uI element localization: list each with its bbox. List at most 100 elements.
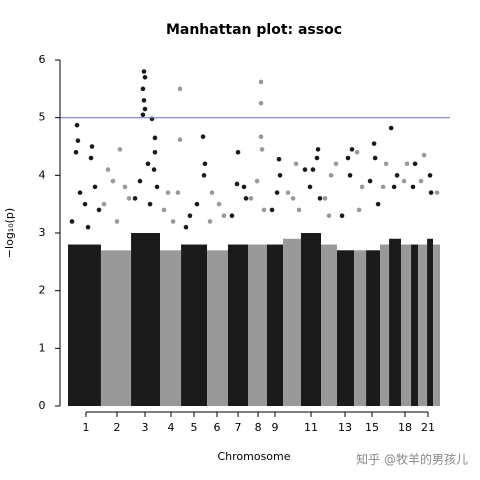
dense-region xyxy=(418,244,428,406)
point xyxy=(77,190,83,195)
dense-region xyxy=(427,238,434,406)
point xyxy=(187,213,193,218)
point xyxy=(114,219,120,224)
dense-region xyxy=(354,250,367,406)
dense-region xyxy=(300,233,321,406)
x-tick-label: 15 xyxy=(365,421,379,434)
point xyxy=(69,219,75,224)
dense-region xyxy=(68,244,101,406)
point xyxy=(177,137,183,142)
x-tick-label: 21 xyxy=(421,421,435,434)
point xyxy=(277,173,283,178)
dense-region xyxy=(283,238,301,406)
watermark: 知乎 @牧羊的男孩儿 xyxy=(356,452,468,467)
point xyxy=(375,201,381,207)
x-tick-label: 18 xyxy=(398,421,412,434)
point xyxy=(359,184,365,190)
y-tick-label: 0 xyxy=(39,399,46,412)
x-tick-label: 4 xyxy=(167,421,174,434)
point xyxy=(258,100,264,106)
dense-region xyxy=(227,244,248,406)
x-tick-label: 1 xyxy=(82,421,89,434)
point xyxy=(221,213,227,218)
dense-region xyxy=(411,244,419,406)
point xyxy=(177,86,183,92)
dense-region xyxy=(181,244,208,406)
point xyxy=(140,86,146,92)
x-tick-label: 3 xyxy=(142,421,149,434)
point xyxy=(290,196,296,201)
point xyxy=(302,167,308,172)
point xyxy=(285,190,291,195)
dense-region xyxy=(266,244,284,406)
point xyxy=(328,173,334,178)
dense-region xyxy=(247,244,267,406)
dense-region xyxy=(320,244,338,406)
point xyxy=(142,106,148,112)
x-tick-label: 7 xyxy=(235,421,242,434)
point xyxy=(201,173,207,178)
x-tick-label: 2 xyxy=(113,421,120,434)
point xyxy=(307,184,313,190)
x-tick-label: 6 xyxy=(213,421,220,434)
point xyxy=(85,224,91,230)
point xyxy=(349,147,355,152)
point xyxy=(345,155,351,161)
point xyxy=(428,190,434,195)
point xyxy=(296,207,302,213)
point xyxy=(122,184,128,190)
y-tick-label: 6 xyxy=(39,53,46,66)
point xyxy=(170,219,176,224)
y-tick-label: 4 xyxy=(39,168,46,181)
point xyxy=(141,98,147,103)
point xyxy=(145,161,151,167)
point xyxy=(101,201,107,207)
point xyxy=(73,149,79,155)
point xyxy=(293,161,299,167)
point xyxy=(259,147,265,152)
point xyxy=(380,184,386,190)
point xyxy=(216,201,222,207)
point xyxy=(88,155,94,161)
point xyxy=(261,207,267,213)
point xyxy=(202,161,208,167)
dense-region xyxy=(400,244,412,406)
point xyxy=(243,196,249,201)
point xyxy=(356,207,362,213)
point xyxy=(269,207,275,213)
point xyxy=(147,201,153,207)
x-tick-label: 11 xyxy=(304,421,318,434)
point xyxy=(152,135,158,141)
point xyxy=(154,184,160,190)
point xyxy=(427,173,433,178)
dense-region xyxy=(100,250,132,406)
point xyxy=(151,167,157,172)
point xyxy=(391,184,397,190)
point xyxy=(326,213,332,218)
point xyxy=(383,161,389,167)
point xyxy=(276,156,282,162)
point xyxy=(258,79,264,85)
point xyxy=(310,167,316,172)
point xyxy=(418,178,424,184)
point xyxy=(89,144,95,149)
dense-region xyxy=(207,250,228,406)
point xyxy=(401,178,407,184)
x-tick-label: 9 xyxy=(271,421,278,434)
point xyxy=(315,147,321,152)
point xyxy=(421,152,427,158)
dense-region xyxy=(159,250,182,406)
dense-region xyxy=(389,238,401,406)
point xyxy=(92,184,98,190)
point xyxy=(126,196,132,201)
point xyxy=(388,125,394,131)
point xyxy=(354,149,360,155)
point xyxy=(258,134,264,139)
x-tick-label: 5 xyxy=(190,421,197,434)
point xyxy=(152,149,158,155)
point xyxy=(200,134,206,139)
point xyxy=(110,178,116,184)
point xyxy=(141,69,147,74)
point xyxy=(347,173,353,178)
